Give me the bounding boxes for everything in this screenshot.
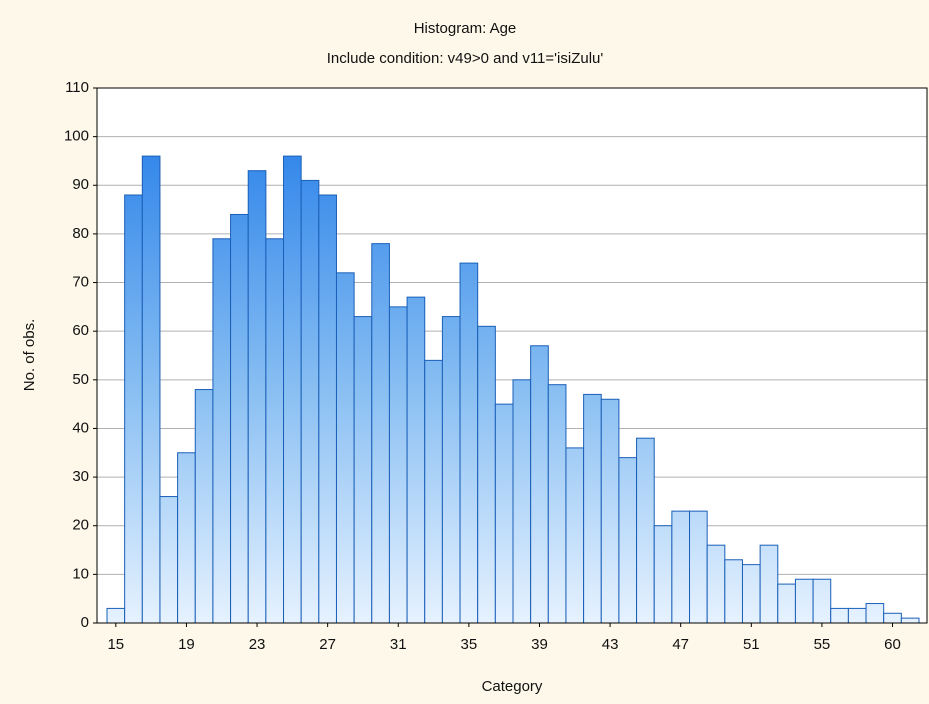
x-tick-label: 55 (814, 636, 831, 653)
bar (459, 262, 479, 624)
bar (300, 179, 320, 624)
bar (388, 306, 408, 624)
bar (794, 578, 814, 624)
bar (583, 393, 602, 624)
plot: 0 10 20 30 40 50 60 70 80 90 100 110 15 19 23 27 31 35 39 4… (64, 79, 927, 653)
bar (830, 607, 849, 624)
bar (812, 578, 832, 624)
y-tick-label: 100 (64, 128, 89, 145)
bar (371, 243, 390, 624)
y-tick-label: 10 (72, 565, 89, 582)
bar (759, 544, 779, 624)
bar (406, 296, 426, 624)
bar (565, 447, 585, 624)
y-tick-label: 70 (72, 274, 89, 291)
bar (477, 325, 496, 624)
bar (530, 345, 549, 624)
bar (124, 194, 143, 624)
bar (777, 583, 796, 624)
bar (159, 496, 179, 624)
bar (141, 155, 161, 624)
bar (618, 457, 638, 624)
y-axis-label: No. of obs. (21, 319, 38, 392)
bar (283, 155, 302, 624)
bar (741, 564, 761, 624)
x-tick-label: 43 (602, 636, 619, 653)
y-tick-label: 40 (72, 419, 89, 436)
x-tick-label: 39 (531, 636, 548, 653)
bar (671, 510, 691, 624)
x-tick-label: 35 (461, 636, 478, 653)
x-tick-label: 15 (107, 636, 124, 653)
chart-subtitle: Include condition: v49>0 and v11='isiZul… (327, 50, 604, 67)
bar (900, 617, 920, 624)
bar (230, 213, 249, 624)
bar (847, 607, 867, 624)
x-tick-label: 60 (884, 636, 901, 653)
bar (547, 384, 567, 624)
bar (724, 559, 743, 624)
y-tick-label: 110 (65, 79, 89, 96)
bar (441, 316, 461, 624)
bar (265, 238, 285, 624)
x-tick-label: 19 (178, 636, 195, 653)
bar (212, 238, 232, 624)
bar (247, 170, 267, 624)
bar (883, 612, 902, 624)
y-tick-label: 20 (72, 517, 89, 534)
bar (653, 525, 673, 624)
bar (865, 603, 885, 624)
plot-frame (96, 87, 928, 624)
x-tick-label: 47 (672, 636, 689, 653)
y-tick-label: 60 (72, 322, 89, 339)
y-tick-label: 80 (72, 225, 89, 242)
y-tick-label: 90 (72, 176, 89, 193)
bar (600, 398, 620, 624)
x-axis-label: Category (482, 678, 543, 695)
bar (636, 437, 655, 624)
bar (318, 194, 337, 624)
bar (689, 510, 708, 624)
x-tick-label: 23 (249, 636, 266, 653)
chart-title: Histogram: Age (414, 20, 517, 37)
bar (335, 272, 355, 624)
bar (512, 379, 532, 624)
x-tick-label: 31 (390, 636, 407, 653)
bar (106, 607, 126, 624)
bar (177, 452, 196, 624)
y-tick-label: 0 (81, 614, 89, 631)
y-tick-label: 50 (72, 371, 89, 388)
bar (194, 389, 214, 624)
bar (706, 544, 726, 624)
y-tick-label: 30 (72, 468, 89, 485)
bar (353, 316, 373, 624)
bar (424, 359, 443, 624)
x-tick-label: 51 (743, 636, 760, 653)
bar (494, 403, 514, 624)
x-tick-label: 27 (319, 636, 336, 653)
